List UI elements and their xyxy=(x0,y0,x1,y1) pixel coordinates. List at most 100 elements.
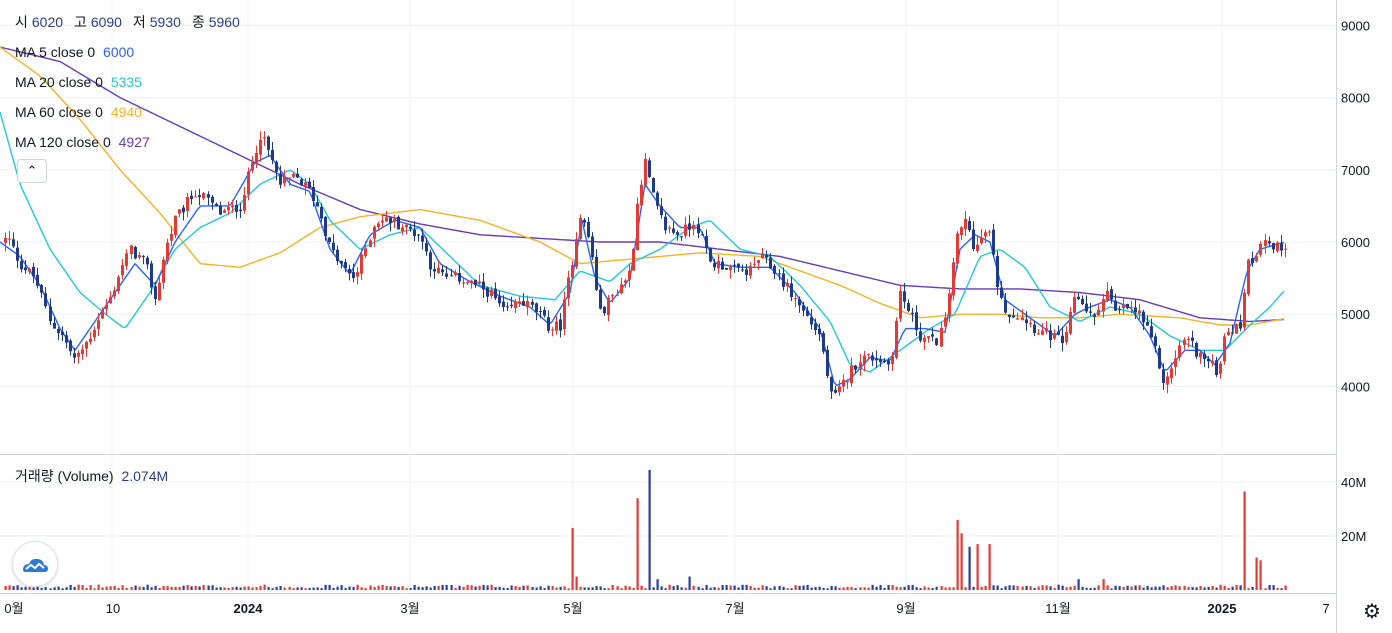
ma60-legend[interactable]: MA 60 close 0 4940 xyxy=(15,103,146,121)
volume-bar xyxy=(1008,585,1011,590)
volume-bar xyxy=(1097,585,1100,590)
candle-body xyxy=(988,231,991,233)
tradingview-logo[interactable] xyxy=(12,541,58,587)
candle-body xyxy=(251,162,254,171)
candle-body xyxy=(178,209,181,214)
volume-bar xyxy=(478,585,481,590)
candle-body xyxy=(263,137,266,139)
volume-bar xyxy=(867,587,870,590)
volume-bar xyxy=(142,587,145,590)
candle-body xyxy=(761,253,764,259)
candle-body xyxy=(1102,299,1105,312)
candle-body xyxy=(753,263,756,265)
candle-body xyxy=(255,152,258,164)
volume-bar xyxy=(267,587,270,590)
candle-body xyxy=(89,338,92,342)
volume-bar xyxy=(1162,585,1165,590)
ma5-legend[interactable]: MA 5 close 0 6000 xyxy=(15,43,138,61)
volume-bar xyxy=(174,586,177,590)
candle-body xyxy=(737,263,740,268)
volume-bar xyxy=(154,585,157,590)
volume-bar xyxy=(575,576,578,590)
volume-bar xyxy=(146,584,149,590)
volume-bar xyxy=(109,586,112,590)
candle-body xyxy=(571,265,574,278)
candle-body xyxy=(413,229,416,237)
candle-body xyxy=(518,301,521,304)
volume-bar xyxy=(826,588,829,590)
candle-body xyxy=(36,274,39,286)
candle-body xyxy=(194,196,197,198)
candle-body xyxy=(207,194,210,198)
candle-body xyxy=(1093,314,1096,317)
time-tick-label: 7 xyxy=(1322,601,1329,616)
volume-bar xyxy=(1264,588,1267,590)
volume-bar xyxy=(227,587,230,590)
ma20-legend[interactable]: MA 20 close 0 5335 xyxy=(15,73,146,91)
volume-bar xyxy=(498,586,501,590)
candle-body xyxy=(1033,324,1036,333)
ma120-legend[interactable]: MA 120 close 0 4927 xyxy=(15,133,154,151)
candle-body xyxy=(628,270,631,280)
volume-bar xyxy=(324,584,327,590)
volume-bar xyxy=(377,585,380,590)
volume-bar xyxy=(494,587,497,590)
candle-body xyxy=(567,277,570,299)
candle-body xyxy=(741,269,744,271)
candle-body xyxy=(433,269,436,272)
candle-body xyxy=(417,234,420,236)
candle-body xyxy=(616,294,619,296)
candle-body xyxy=(117,277,120,292)
volume-bar xyxy=(1110,588,1113,590)
volume-bar xyxy=(1045,585,1048,590)
high-value: 6090 xyxy=(90,14,122,30)
candle-body xyxy=(692,224,695,230)
low-label: 저 xyxy=(132,14,146,30)
volume-bar xyxy=(113,585,116,590)
volume-bar xyxy=(1203,587,1206,590)
volume-bar xyxy=(830,585,833,590)
volume-bar xyxy=(1049,586,1052,590)
candle-body xyxy=(344,262,347,269)
candle-body xyxy=(1089,311,1092,313)
volume-bar xyxy=(717,587,720,590)
settings-gear-icon[interactable]: ⚙ xyxy=(1363,600,1381,623)
volume-bar xyxy=(778,585,781,590)
candle-body xyxy=(968,221,971,231)
candle-body xyxy=(1276,242,1279,252)
volume-bar xyxy=(1191,587,1194,590)
volume-bar xyxy=(12,586,15,590)
volume-bar xyxy=(1211,585,1214,590)
volume-bar xyxy=(1012,585,1015,590)
volume-bar xyxy=(198,586,201,590)
volume-bar xyxy=(668,584,671,590)
candle-body xyxy=(300,179,303,186)
volume-bar xyxy=(1272,585,1275,590)
volume-bar xyxy=(632,587,635,590)
volume-bar xyxy=(150,587,153,590)
time-tick-label: 7월 xyxy=(725,601,744,616)
collapse-legend-button[interactable]: ⌃ xyxy=(17,159,47,183)
candle-body xyxy=(976,244,979,251)
candle-body xyxy=(919,331,922,341)
volume-bar xyxy=(1029,586,1032,590)
volume-bar xyxy=(859,587,862,590)
candle-body xyxy=(611,295,614,297)
candle-body xyxy=(1255,256,1258,262)
candle-body xyxy=(364,248,367,256)
candle-body xyxy=(49,306,52,322)
volume-bar xyxy=(178,586,181,590)
candle-body xyxy=(186,196,189,212)
volume-legend[interactable]: 거래량 (Volume) 2.074M xyxy=(15,467,172,485)
candles xyxy=(4,131,1287,399)
volume-bar xyxy=(4,585,7,590)
volume-bar xyxy=(616,586,619,590)
candle-body xyxy=(1021,317,1024,321)
volume-bar xyxy=(1243,491,1246,590)
volume-bar xyxy=(1223,585,1226,590)
volume-bar xyxy=(413,585,416,590)
candle-body xyxy=(369,240,372,247)
candle-body xyxy=(952,262,955,296)
candle-body xyxy=(502,301,505,307)
